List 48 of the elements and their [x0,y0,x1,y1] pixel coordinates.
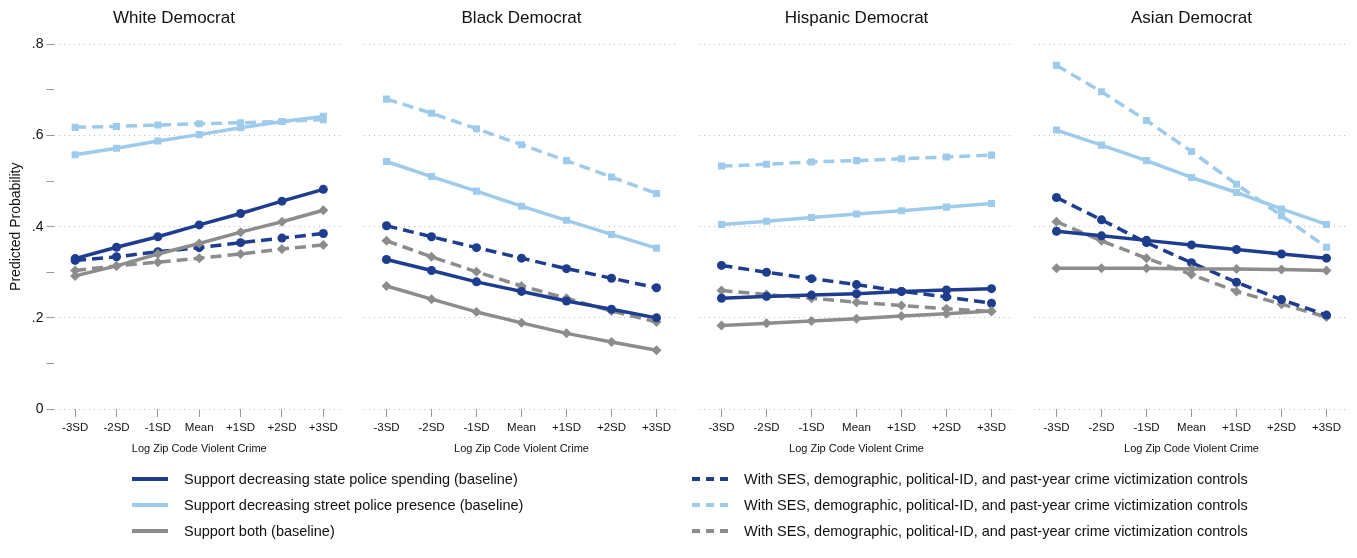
chart-title: Black Democrat [461,7,582,27]
y-axis-title: Predicted Probability [7,162,24,291]
x-axis-title: Log Zip Code Violent Crime [131,442,267,455]
x-tick-label: +2SD [931,421,962,434]
x-tick-label: +3SD [641,421,672,434]
x-tick-label: +1SD [886,421,917,434]
x-tick-label: -1SD [463,421,490,434]
x-tick-label: Mean [1177,421,1206,434]
x-tick-label: -2SD [1088,421,1115,434]
legend-label: With SES, demographic, political-ID, and past-year crime victimization controls [744,523,1248,539]
x-tick-label: -3SD [62,421,89,434]
y-tick-label: .8 [31,35,44,52]
x-tick-label: -2SD [103,421,130,434]
legend-label: Support decreasing state police spending (baseline) [184,471,518,487]
x-tick-label: +1SD [1221,421,1252,434]
x-tick-label: +2SD [267,421,297,434]
x-tick-label: -1SD [798,421,825,434]
x-tick-label: +2SD [1266,421,1297,434]
x-axis-title: Log Zip Code Violent Crime [454,442,589,455]
x-axis-title: Log Zip Code Violent Crime [789,442,924,455]
chart-title: White Democrat [113,7,236,27]
x-tick-label: -2SD [753,421,780,434]
x-tick-label: +1SD [551,421,582,434]
x-tick-label: -2SD [418,421,445,434]
chart-title: Asian Democrat [1131,7,1253,27]
y-tick-label: .6 [31,126,44,143]
x-tick-label: Mean [842,421,871,434]
legend-label: With SES, demographic, political-ID, and past-year crime victimization controls [744,497,1248,513]
chart-title: Hispanic Democrat [784,7,929,27]
legend-label: Support decreasing street police presence (baseline) [184,497,524,513]
x-tick-label: -3SD [708,421,735,434]
x-tick-label: +3SD [308,421,338,434]
x-tick-label: -1SD [1133,421,1160,434]
legend-label: Support both (baseline) [184,523,335,539]
x-axis-title: Log Zip Code Violent Crime [1124,442,1259,455]
x-tick-label: -3SD [1043,421,1070,434]
legend-label: With SES, demographic, political-ID, and past-year crime victimization controls [744,471,1248,487]
x-tick-label: Mean [507,421,536,434]
x-tick-label: -1SD [144,421,171,434]
x-tick-label: +3SD [976,421,1007,434]
y-tick-label: 0 [35,399,44,416]
y-tick-label: .2 [31,308,44,325]
x-tick-label: -3SD [373,421,400,434]
x-tick-label: +1SD [226,421,256,434]
x-tick-label: +2SD [596,421,627,434]
x-tick-label: Mean [184,421,214,434]
x-tick-label: +3SD [1311,421,1342,434]
y-tick-label: .4 [31,217,44,234]
